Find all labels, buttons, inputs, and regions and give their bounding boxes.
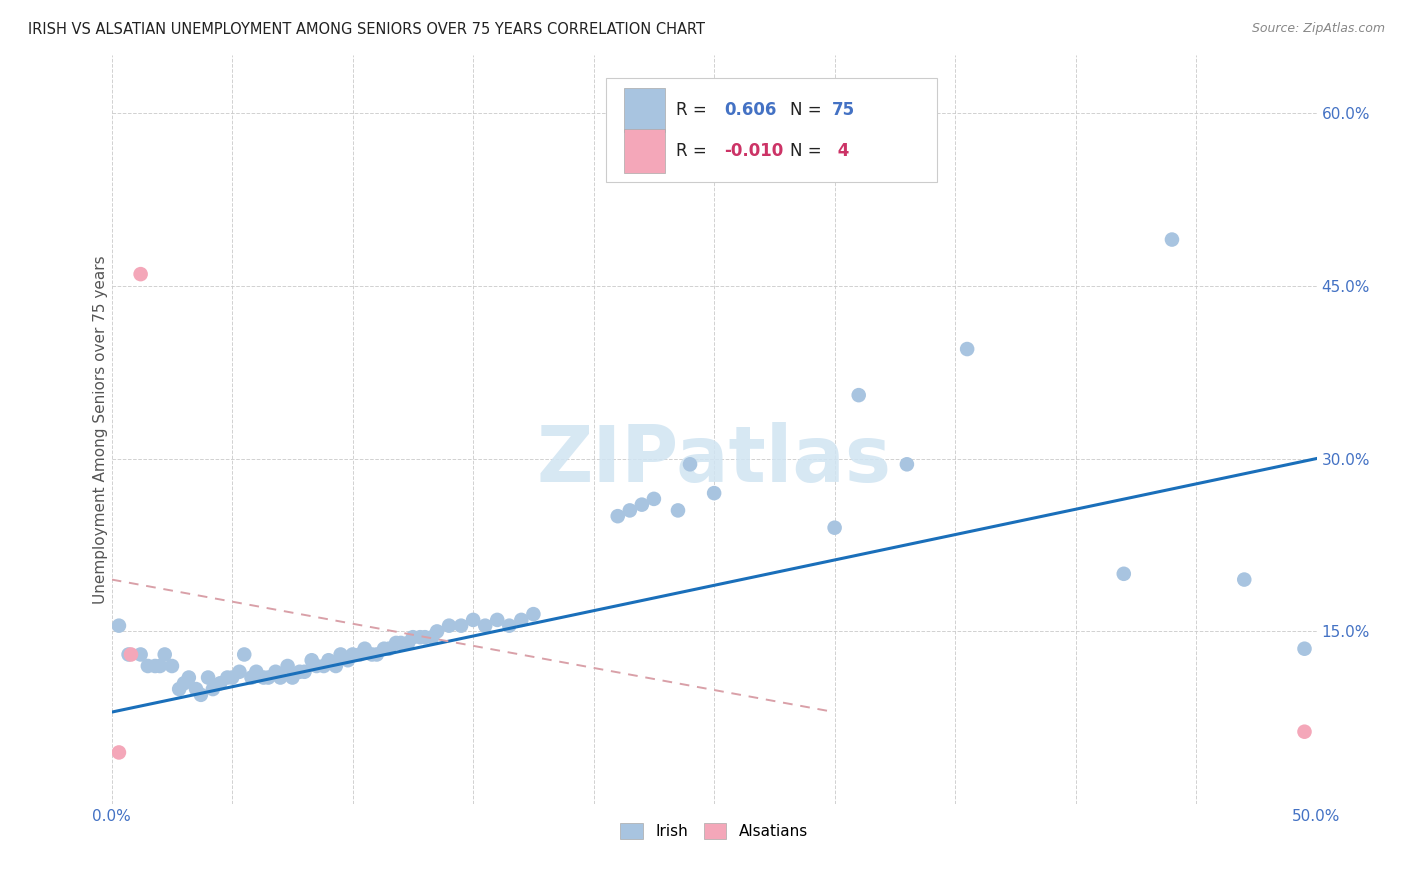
Point bbox=[143, 659, 166, 673]
Point bbox=[167, 681, 190, 696]
Legend: Irish, Alsatians: Irish, Alsatians bbox=[614, 817, 814, 846]
Point bbox=[679, 458, 702, 472]
Point bbox=[450, 618, 472, 632]
Point bbox=[1161, 233, 1184, 247]
Point bbox=[264, 665, 287, 679]
Point bbox=[288, 665, 311, 679]
Point bbox=[378, 641, 401, 656]
Point bbox=[336, 653, 359, 667]
Text: -0.010: -0.010 bbox=[724, 142, 783, 160]
Point bbox=[426, 624, 449, 639]
Text: 4: 4 bbox=[832, 142, 849, 160]
Point bbox=[228, 665, 250, 679]
Point bbox=[177, 671, 200, 685]
Text: 0.606: 0.606 bbox=[724, 101, 776, 119]
Point bbox=[366, 648, 388, 662]
Point bbox=[896, 458, 918, 472]
Point bbox=[498, 618, 520, 632]
Point bbox=[129, 648, 152, 662]
Point bbox=[149, 659, 172, 673]
Point bbox=[396, 636, 419, 650]
Point bbox=[108, 746, 131, 760]
Text: R =: R = bbox=[675, 142, 711, 160]
Point bbox=[510, 613, 533, 627]
Point bbox=[1233, 573, 1256, 587]
Point bbox=[325, 659, 347, 673]
FancyBboxPatch shape bbox=[606, 78, 936, 183]
Text: IRISH VS ALSATIAN UNEMPLOYMENT AMONG SENIORS OVER 75 YEARS CORRELATION CHART: IRISH VS ALSATIAN UNEMPLOYMENT AMONG SEN… bbox=[28, 22, 706, 37]
Point bbox=[197, 671, 219, 685]
Y-axis label: Unemployment Among Seniors over 75 years: Unemployment Among Seniors over 75 years bbox=[93, 255, 108, 604]
Point bbox=[349, 648, 371, 662]
Point bbox=[956, 342, 979, 356]
Text: 75: 75 bbox=[832, 101, 855, 119]
Point bbox=[413, 630, 436, 644]
Point bbox=[824, 521, 846, 535]
Point bbox=[120, 648, 142, 662]
Point bbox=[329, 648, 352, 662]
Point bbox=[209, 676, 232, 690]
Point bbox=[201, 681, 224, 696]
Text: N =: N = bbox=[790, 101, 821, 119]
Point bbox=[474, 618, 496, 632]
Point bbox=[353, 641, 375, 656]
Point bbox=[173, 676, 195, 690]
Point bbox=[389, 636, 412, 650]
Point bbox=[1294, 641, 1316, 656]
Point bbox=[402, 630, 425, 644]
Text: ZIPatlas: ZIPatlas bbox=[537, 422, 891, 498]
Point bbox=[619, 503, 641, 517]
Point bbox=[301, 653, 323, 667]
Point bbox=[277, 659, 299, 673]
Point bbox=[630, 498, 652, 512]
Point bbox=[294, 665, 316, 679]
Point bbox=[643, 491, 665, 506]
Point bbox=[666, 503, 689, 517]
Point bbox=[385, 636, 408, 650]
Point bbox=[1112, 566, 1135, 581]
Text: Source: ZipAtlas.com: Source: ZipAtlas.com bbox=[1251, 22, 1385, 36]
Point bbox=[184, 681, 207, 696]
Point bbox=[136, 659, 159, 673]
FancyBboxPatch shape bbox=[624, 129, 665, 173]
Point bbox=[108, 618, 131, 632]
Point bbox=[486, 613, 509, 627]
Point bbox=[361, 648, 384, 662]
Point bbox=[463, 613, 485, 627]
Point bbox=[117, 648, 139, 662]
Point bbox=[703, 486, 725, 500]
Point bbox=[522, 607, 544, 621]
Point bbox=[312, 659, 335, 673]
Point bbox=[318, 653, 340, 667]
Point bbox=[257, 671, 280, 685]
Text: R =: R = bbox=[675, 101, 711, 119]
Point bbox=[190, 688, 212, 702]
Point bbox=[606, 509, 628, 524]
Point bbox=[221, 671, 243, 685]
Point bbox=[129, 267, 152, 281]
Point bbox=[240, 671, 263, 685]
Text: N =: N = bbox=[790, 142, 821, 160]
Point bbox=[1294, 724, 1316, 739]
Point bbox=[848, 388, 870, 402]
Point bbox=[409, 630, 432, 644]
Point bbox=[252, 671, 274, 685]
Point bbox=[233, 648, 256, 662]
Point bbox=[305, 659, 328, 673]
Point bbox=[269, 671, 291, 685]
Point bbox=[342, 648, 364, 662]
Point bbox=[373, 641, 395, 656]
Point bbox=[217, 671, 239, 685]
Point bbox=[420, 630, 443, 644]
Point bbox=[153, 648, 176, 662]
Point bbox=[160, 659, 183, 673]
Point bbox=[245, 665, 267, 679]
Point bbox=[281, 671, 304, 685]
FancyBboxPatch shape bbox=[624, 87, 665, 132]
Point bbox=[437, 618, 460, 632]
